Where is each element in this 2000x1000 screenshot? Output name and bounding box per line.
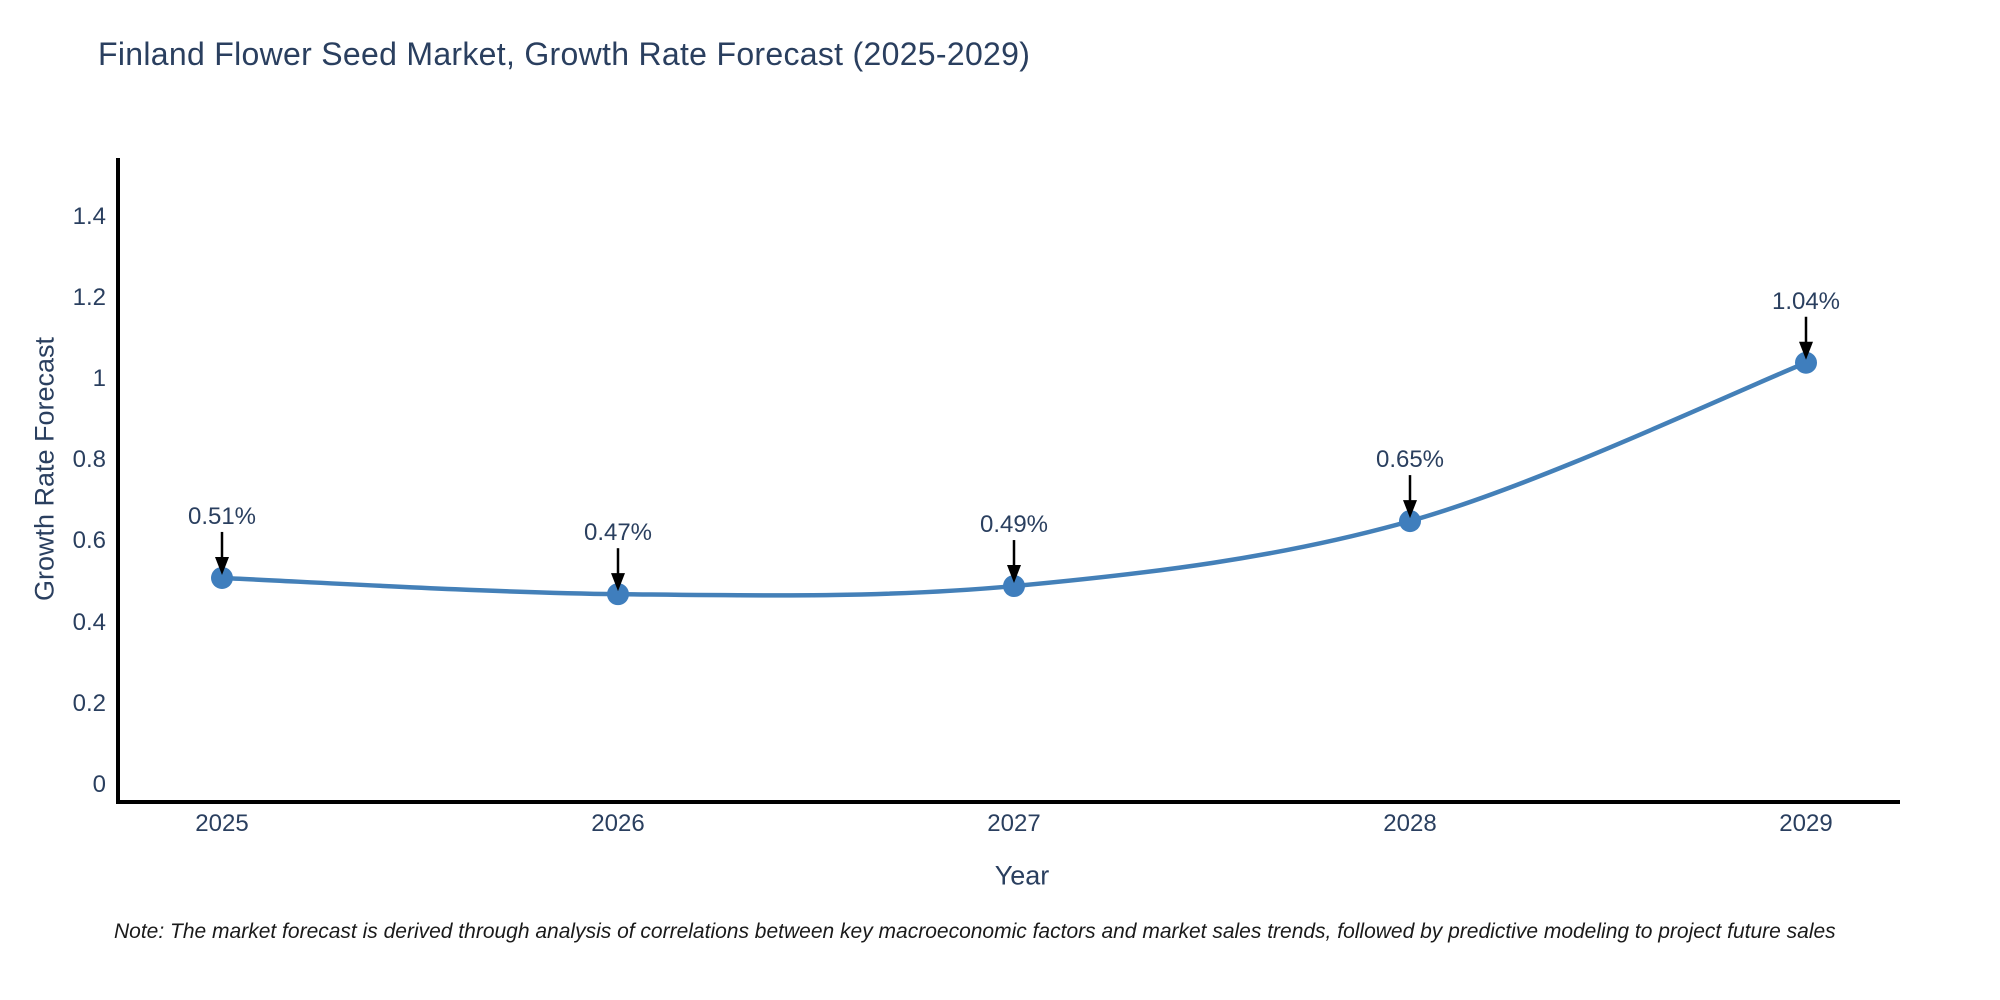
y-axis-tick-label: 0.4 <box>72 608 106 636</box>
data-point-marker-2026[interactable] <box>607 583 629 606</box>
annotation-arrowhead-icon <box>1403 500 1417 519</box>
annotation-arrowhead-icon <box>1799 341 1813 360</box>
x-axis-tick-label: 2029 <box>1779 810 1833 837</box>
footnote: Note: The market forecast is derived thr… <box>114 920 1836 943</box>
y-axis-tick-label: 0 <box>92 771 106 798</box>
data-point-marker-2025[interactable] <box>211 566 233 589</box>
x-axis-tick-label: 2027 <box>987 810 1041 837</box>
annotation-arrowhead-icon <box>611 573 625 592</box>
data-point-marker-2028[interactable] <box>1399 510 1421 533</box>
y-axis-tick-label: 1.2 <box>72 283 106 311</box>
point-annotation-2025: 0.51% <box>187 502 257 530</box>
point-annotation-2027: 0.49% <box>979 511 1049 539</box>
annotation-arrowhead-icon <box>215 556 229 575</box>
point-annotation-2028: 0.65% <box>1375 446 1445 474</box>
data-point-marker-2029[interactable] <box>1795 351 1817 374</box>
annotation-arrowhead-icon <box>1007 565 1021 584</box>
point-annotation-2026: 0.47% <box>583 519 653 547</box>
x-axis-tick-label: 2026 <box>591 810 645 837</box>
chart-title: Finland Flower Seed Market, Growth Rate … <box>98 36 1031 72</box>
data-point-marker-2027[interactable] <box>1003 575 1025 598</box>
axis-lines <box>116 158 1900 804</box>
x-axis-title: Year <box>994 860 1050 891</box>
y-axis-title: Growth Rate Forecast <box>29 336 60 602</box>
y-axis-tick-label: 0.6 <box>72 527 106 555</box>
y-axis-tick-label: 0.2 <box>72 689 106 717</box>
y-axis-tick-label: 1.4 <box>72 202 106 230</box>
point-annotation-2029: 1.04% <box>1771 287 1841 315</box>
x-axis-tick-label: 2025 <box>195 810 249 837</box>
x-axis-tick-label: 2028 <box>1383 810 1437 837</box>
y-axis-tick-label: 1 <box>92 365 106 392</box>
y-axis-tick-label: 0.8 <box>72 446 106 474</box>
